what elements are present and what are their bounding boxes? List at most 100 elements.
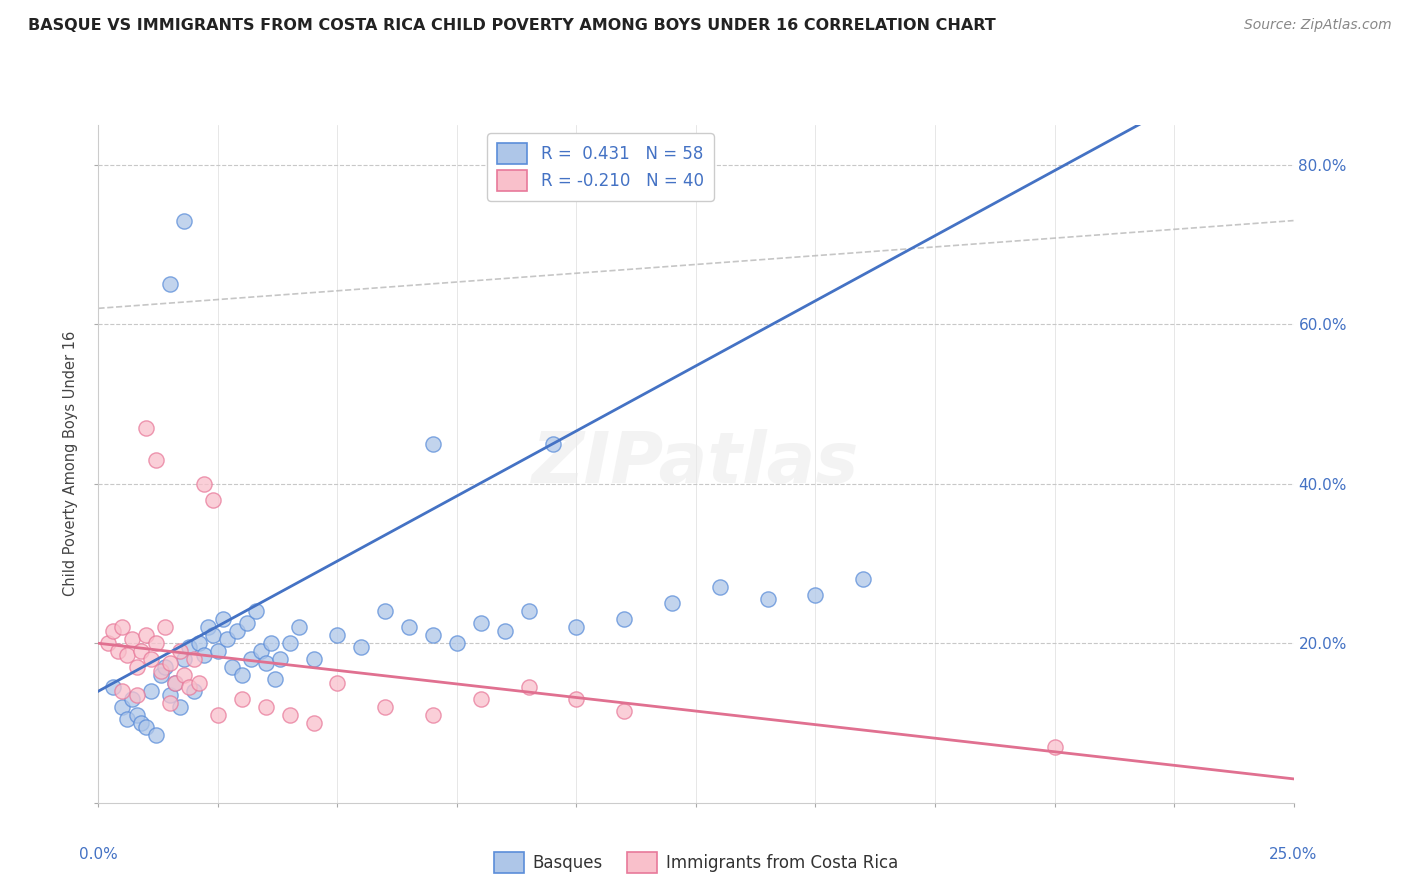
Point [155,620,177,634]
Point [422,628,444,642]
Point [422,708,444,723]
Point [97,636,120,650]
Point [193,476,215,491]
Point [101,624,124,639]
Point [350,640,373,655]
Point [207,644,229,658]
Point [231,668,253,682]
Point [139,652,162,666]
Point [613,704,636,718]
Point [264,672,287,686]
Point [202,628,225,642]
Point [111,620,134,634]
Point [245,604,267,618]
Point [374,604,396,618]
Point [125,660,148,674]
Point [398,620,420,634]
Text: Source: ZipAtlas.com: Source: ZipAtlas.com [1244,18,1392,32]
Point [169,700,191,714]
Point [709,581,731,595]
Point [183,652,205,666]
Point [163,676,186,690]
Point [326,628,349,642]
Point [517,680,540,694]
Point [179,640,201,655]
Point [131,716,153,731]
Point [159,277,181,292]
Point [278,636,301,650]
Point [541,437,564,451]
Point [259,636,281,650]
Point [187,676,209,690]
Point [179,680,201,694]
Point [240,652,263,666]
Point [231,692,253,706]
Point [422,437,444,451]
Point [145,728,167,742]
Point [135,421,157,435]
Point [173,652,195,666]
Point [125,688,148,702]
Point [250,644,273,658]
Point [121,632,143,647]
Point [139,684,162,698]
Point [159,688,181,702]
Point [173,213,195,227]
Point [565,692,588,706]
Point [226,624,249,639]
Point [1043,739,1066,754]
Point [470,692,492,706]
Point [149,664,172,678]
Point [302,716,325,731]
Point [197,620,219,634]
Point [145,636,167,650]
Point [163,676,186,690]
Point [374,700,396,714]
Point [494,624,516,639]
Point [173,668,195,682]
Point [145,453,167,467]
Point [288,620,311,634]
Point [115,648,138,663]
Point [613,612,636,626]
Point [565,620,588,634]
Point [269,652,291,666]
Point [135,720,157,734]
Text: 25.0%: 25.0% [1270,847,1317,862]
Point [155,660,177,674]
Point [101,680,124,694]
Point [326,676,349,690]
Point [169,644,191,658]
Point [254,657,277,671]
Point [159,657,181,671]
Text: BASQUE VS IMMIGRANTS FROM COSTA RICA CHILD POVERTY AMONG BOYS UNDER 16 CORRELATI: BASQUE VS IMMIGRANTS FROM COSTA RICA CHI… [28,18,995,33]
Point [115,712,138,726]
Point [517,604,540,618]
Point [183,684,205,698]
Point [302,652,325,666]
Point [111,684,134,698]
Point [159,696,181,710]
Text: ZIPatlas: ZIPatlas [533,429,859,499]
Point [254,700,277,714]
Point [207,708,229,723]
Point [852,573,875,587]
Point [211,612,233,626]
Point [470,616,492,631]
Text: 0.0%: 0.0% [79,847,118,862]
Point [111,700,134,714]
Point [193,648,215,663]
Point [661,596,683,610]
Point [131,644,153,658]
Point [149,668,172,682]
Point [756,592,779,607]
Point [125,708,148,723]
Point [187,636,209,650]
Point [135,628,157,642]
Point [107,644,129,658]
Point [202,492,225,507]
Point [217,632,239,647]
Point [121,692,143,706]
Point [278,708,301,723]
Point [446,636,468,650]
